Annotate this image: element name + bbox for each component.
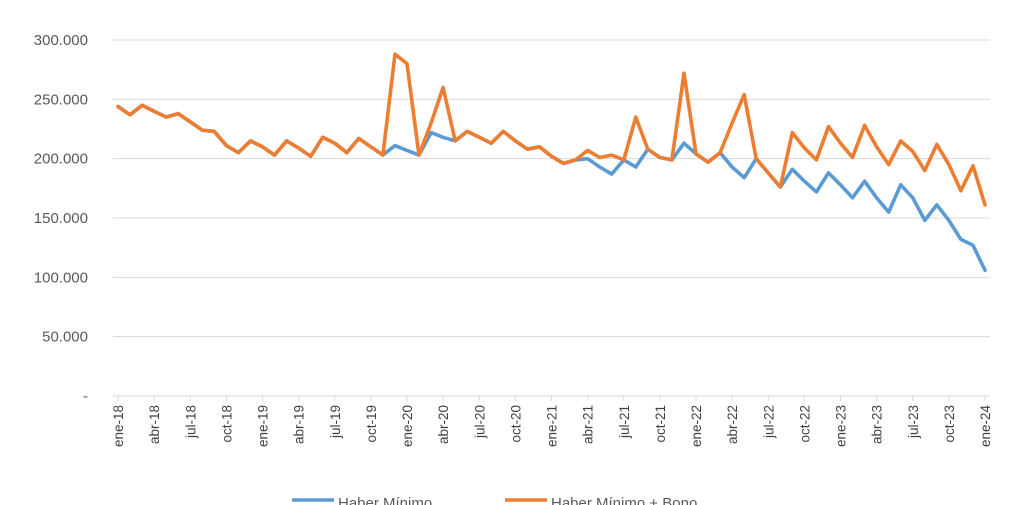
y-tick-label: 250.000 [34, 91, 88, 108]
x-tick-label: jul-22 [761, 405, 776, 439]
x-tick-label: abr-19 [292, 405, 307, 444]
x-tick-label: oct-22 [797, 405, 812, 443]
x-tick-label: abr-21 [581, 405, 596, 444]
y-tick-label: 100.000 [34, 269, 88, 286]
x-tick-label: ene-24 [978, 405, 993, 448]
x-tick-label: ene-19 [256, 405, 271, 447]
x-tick-label: oct-23 [942, 405, 957, 443]
series-lines [116, 52, 987, 273]
x-tick-label: oct-18 [219, 405, 234, 443]
legend: Haber Mínimo Haber Mínimo + Bono [292, 495, 697, 505]
x-tick-label: jul-19 [328, 405, 343, 439]
x-tick-label: jul-23 [906, 405, 921, 439]
x-axis-tick-labels: ene-18 abr-18 jul-18 oct-18 ene-19 abr-19 jul-… [111, 396, 993, 447]
x-tick-label: jul-21 [617, 405, 632, 439]
x-tick-label: oct-20 [508, 405, 523, 443]
x-tick-label: oct-19 [364, 405, 379, 443]
x-tick-label: abr-23 [870, 405, 885, 444]
y-tick-label: 50.000 [42, 329, 88, 346]
y-tick-label: 300.000 [34, 32, 88, 49]
x-tick-label: ene-21 [545, 405, 560, 447]
x-tick-label: abr-22 [725, 405, 740, 444]
y-tick-label: - [83, 388, 88, 405]
x-tick-label: oct-21 [653, 405, 668, 443]
x-tick-label: ene-23 [834, 405, 849, 447]
x-tick-label: jul-20 [472, 405, 487, 439]
legend-label-1: Haber Mínimo [338, 495, 432, 505]
x-tick-label: ene-22 [689, 405, 704, 447]
y-axis-tick-labels: - 50.000 100.000 150.000 200.000 250.000 300.0… [34, 32, 88, 405]
y-tick-label: 150.000 [34, 210, 88, 227]
x-tick-label: ene-20 [400, 405, 415, 447]
x-tick-label: abr-18 [147, 405, 162, 444]
x-tick-label: ene-18 [111, 405, 126, 447]
series-line-1 [116, 103, 987, 273]
series-line-2 [116, 52, 987, 207]
gridlines [113, 39, 990, 338]
y-tick-label: 200.000 [34, 151, 88, 168]
x-tick-label: abr-20 [436, 405, 451, 444]
x-tick-label: jul-18 [183, 405, 198, 439]
legend-label-2: Haber Mínimo + Bono [551, 495, 697, 505]
